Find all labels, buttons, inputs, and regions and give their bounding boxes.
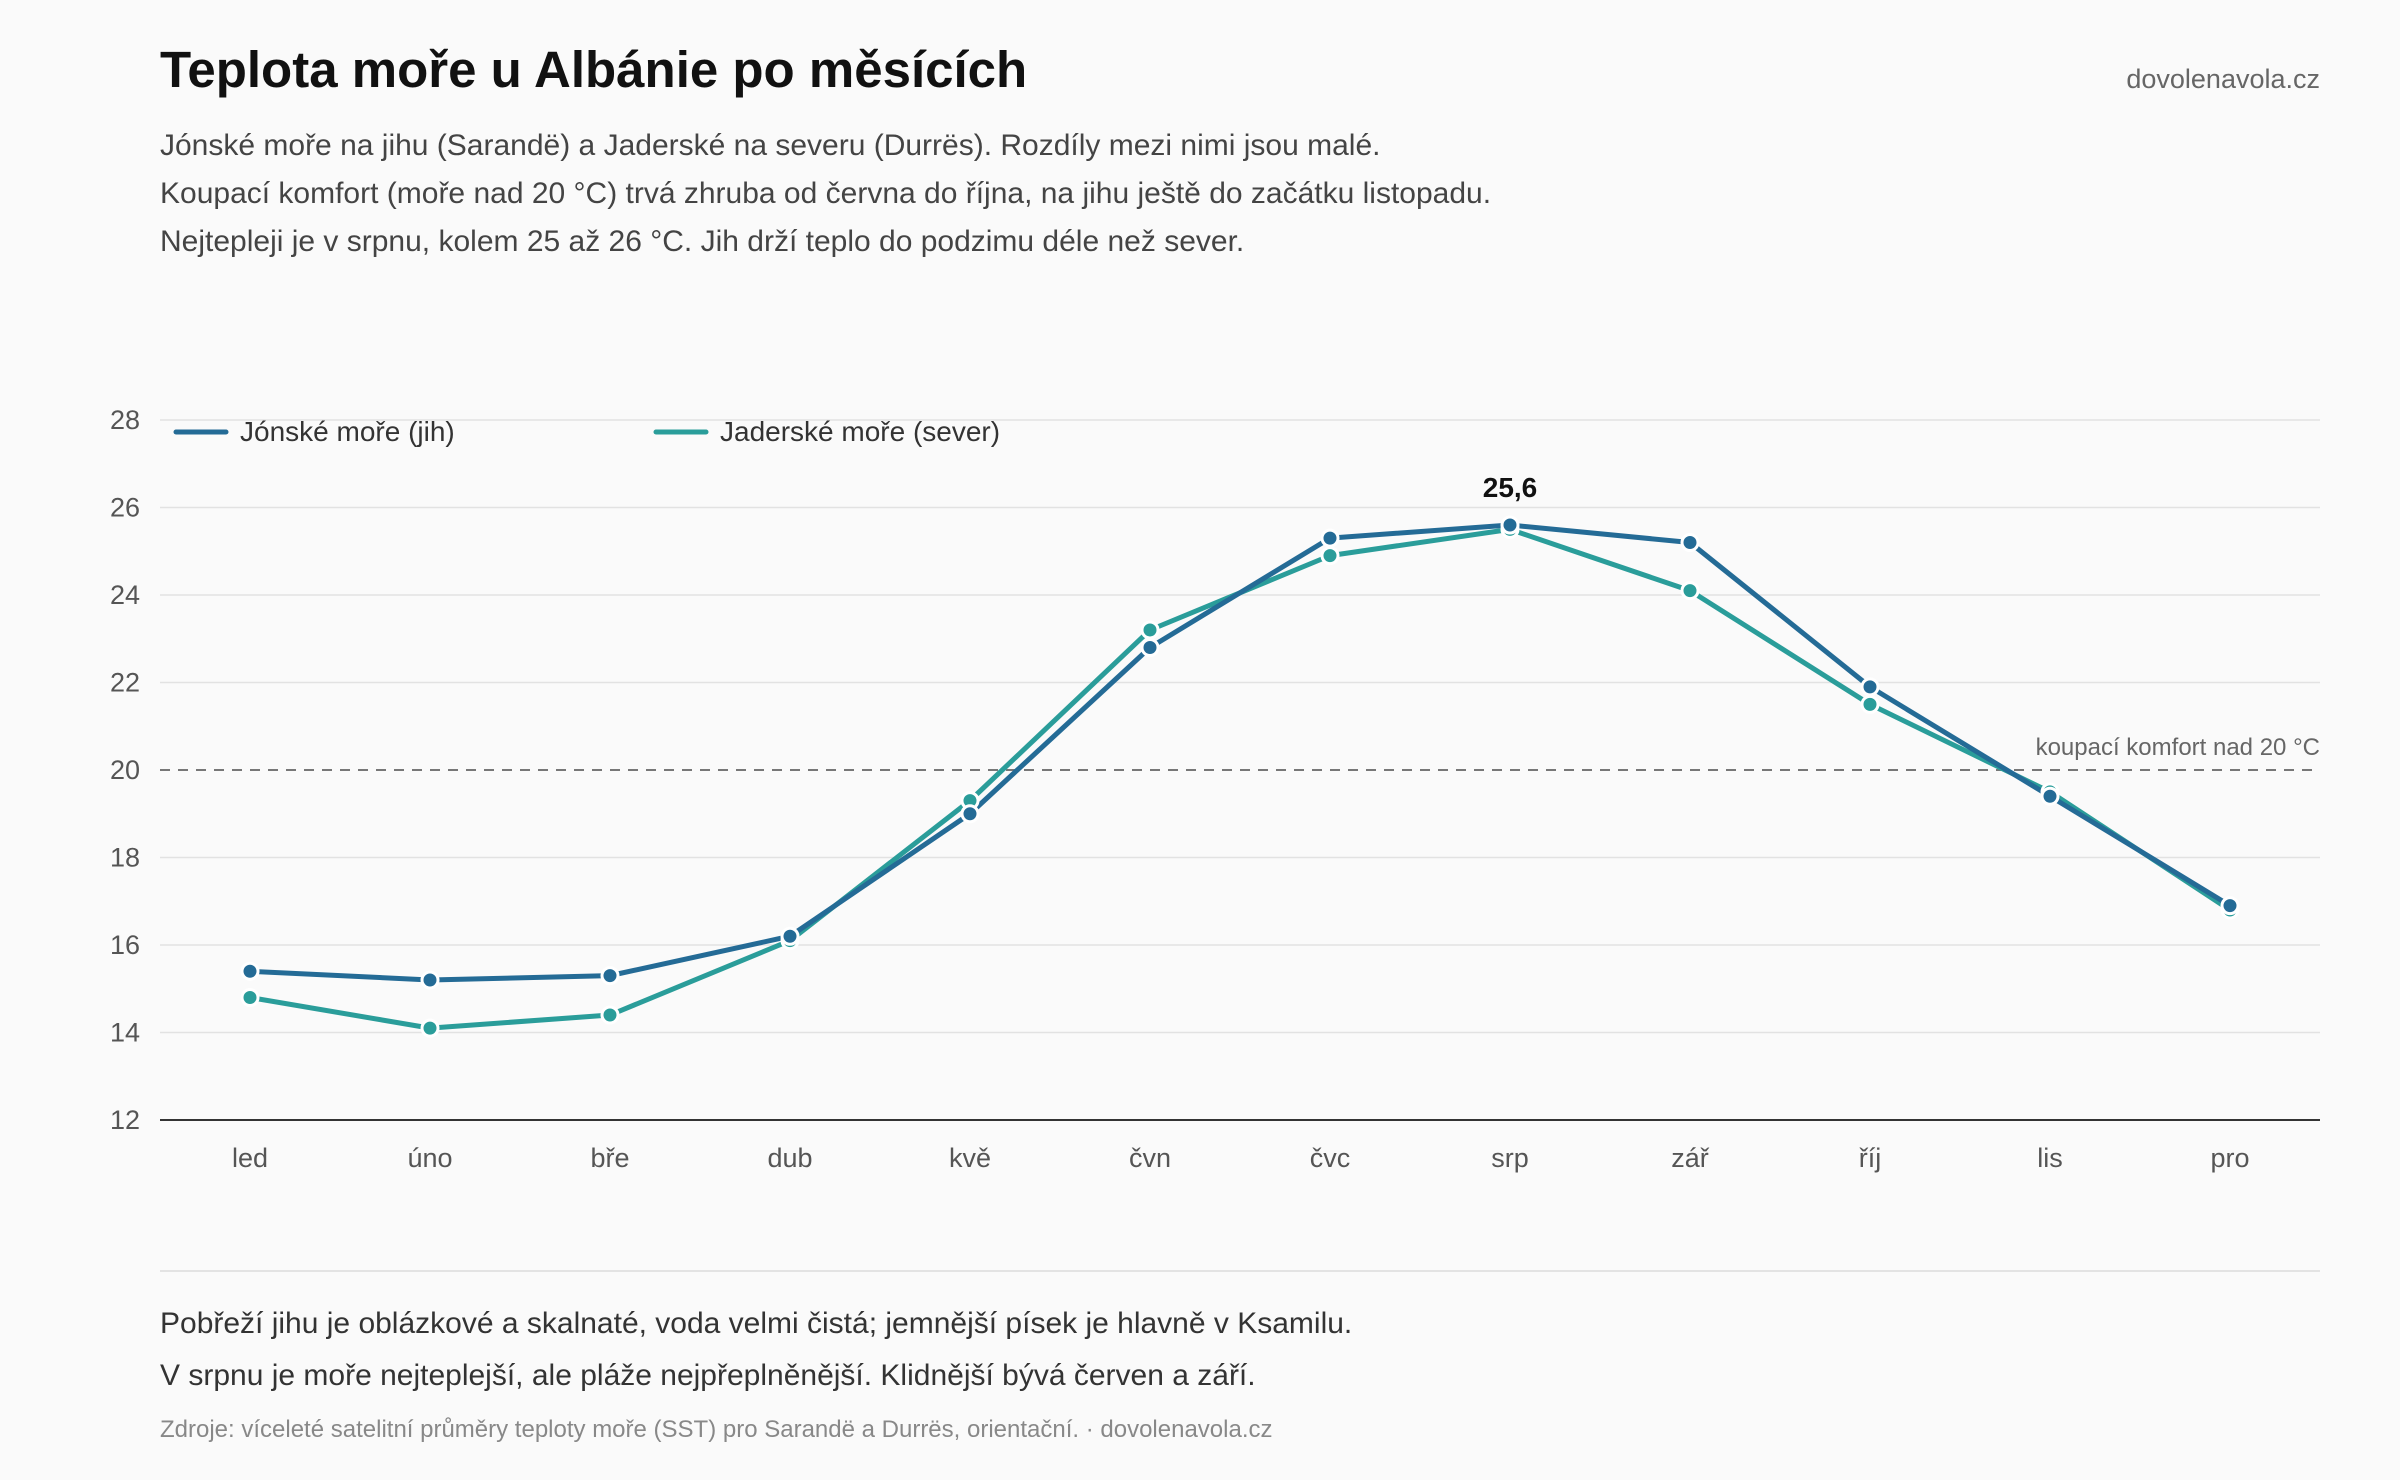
series-line: [247, 526, 2233, 1031]
reference-line-label: koupací komfort nad 20 °C: [2036, 734, 2320, 761]
brand-label: dovolenavola.cz: [2126, 64, 2320, 94]
x-tick-label: úno: [407, 1143, 452, 1173]
data-point: [420, 1018, 440, 1038]
data-point: [2040, 786, 2060, 806]
data-point: [1320, 546, 1340, 566]
y-tick-label: 12: [110, 1105, 140, 1135]
subtitle-line: Jónské moře na jihu (Sarandë) a Jaderské…: [160, 129, 1381, 162]
x-tick-label: led: [232, 1143, 268, 1173]
y-tick-label: 16: [110, 930, 140, 960]
data-point: [1860, 677, 1880, 697]
footer-divider: [160, 1270, 2320, 1272]
x-tick-label: čvn: [1129, 1143, 1171, 1173]
data-point: [240, 961, 260, 981]
data-point: [1680, 581, 1700, 601]
subtitle-line: Nejtepleji je v srpnu, kolem 25 až 26 °C…: [160, 225, 1245, 258]
data-point: [1140, 638, 1160, 657]
legend: Jónské moře (jih) Jaderské moře (sever): [173, 416, 1000, 447]
x-tick-label: kvě: [949, 1143, 991, 1173]
chart-subtitle: Jónské moře na jihu (Sarandë) a Jaderské…: [160, 122, 1491, 266]
grid-lines: [160, 419, 2320, 1034]
data-point: [1500, 515, 1520, 535]
axes: 12 14 16 18 20 22 24 26 28 led úno bře dub kvě čvn čvc s…: [110, 405, 2320, 1173]
peak-value-label: 25,6: [1483, 472, 1538, 503]
y-tick-label: 28: [110, 405, 140, 435]
series-lines: [240, 515, 2240, 1038]
data-point: [960, 804, 980, 824]
series-line: [247, 522, 2233, 983]
x-tick-label: srp: [1491, 1143, 1529, 1173]
footer-notes: Pobřeží jihu je oblázkové a skalnaté, vo…: [160, 1298, 1352, 1402]
y-tick-label: 18: [110, 843, 140, 873]
y-tick-label: 26: [110, 493, 140, 523]
legend-label: Jónské moře (jih): [240, 416, 455, 447]
data-point: [1140, 620, 1160, 640]
x-tick-label: říj: [1859, 1143, 1882, 1173]
note-line: V srpnu je moře nejteplejší, ale pláže n…: [160, 1359, 1256, 1392]
data-point: [2220, 896, 2240, 916]
reference-line-group: koupací komfort nad 20 °C: [160, 734, 2320, 771]
sea-temperature-chart: koupací komfort nad 20 °C 12 14 16 18 20 22 24…: [110, 405, 2320, 1173]
y-tick-label: 22: [110, 668, 140, 698]
x-tick-label: pro: [2210, 1143, 2249, 1173]
data-point: [780, 926, 800, 946]
chart-title: Teplota moře u Albánie po měsících: [160, 41, 1028, 98]
x-tick-label: zář: [1671, 1143, 1710, 1173]
x-tick-label: lis: [2037, 1143, 2063, 1173]
data-point: [1320, 528, 1340, 548]
data-point: [240, 988, 260, 1007]
annotations: 25,6: [1483, 472, 1538, 503]
legend-label: Jaderské moře (sever): [720, 416, 1000, 447]
y-tick-label: 14: [110, 1018, 140, 1048]
note-line: Pobřeží jihu je oblázkové a skalnaté, vo…: [160, 1307, 1353, 1340]
data-point: [600, 966, 620, 986]
x-tick-label: čvc: [1310, 1143, 1351, 1173]
y-tick-label: 20: [110, 755, 140, 785]
data-point: [600, 1005, 620, 1025]
data-point: [1680, 533, 1700, 552]
x-tick-label: dub: [767, 1143, 812, 1173]
source-note: Zdroje: víceleté satelitní průměry teplo…: [160, 1416, 1273, 1443]
subtitle-line: Koupací komfort (moře nad 20 °C) trvá zh…: [160, 177, 1492, 210]
x-tick-label: bře: [590, 1143, 629, 1173]
data-point: [420, 970, 440, 990]
data-point: [1860, 694, 1880, 714]
y-tick-label: 24: [110, 580, 140, 610]
